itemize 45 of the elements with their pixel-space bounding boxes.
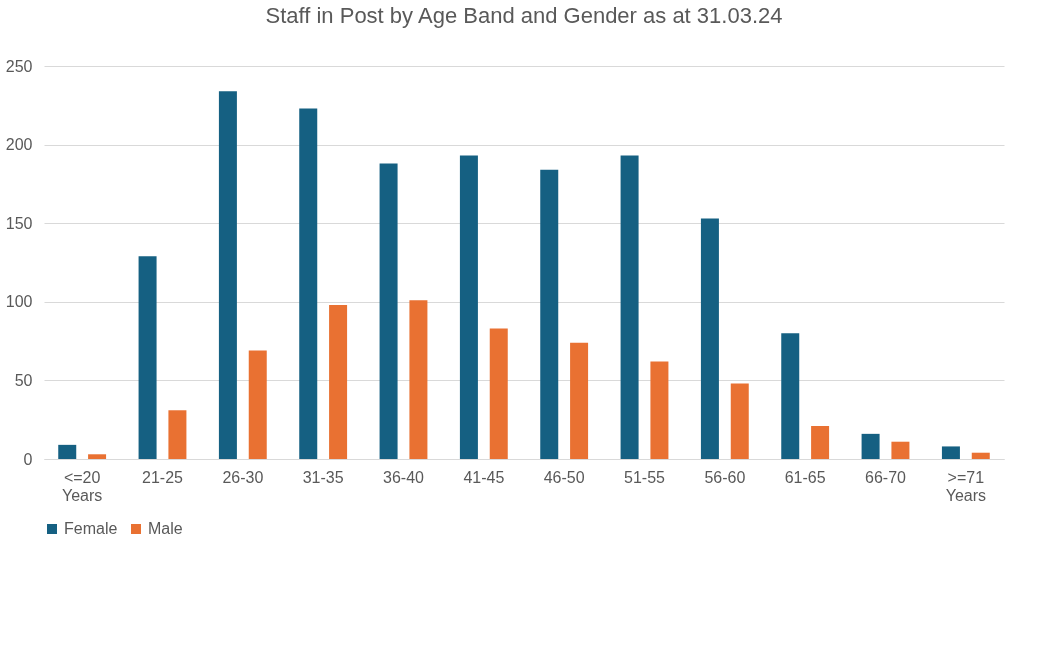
bar (540, 169, 559, 459)
x-tick-label: 41-45 (463, 468, 505, 486)
bar (329, 304, 348, 459)
x-tick-label: 56-60 (704, 468, 746, 486)
legend-label: Female (64, 520, 118, 537)
y-tick-label: 200 (5, 136, 33, 154)
x-tick-label: 66-70 (865, 468, 907, 486)
bar (730, 383, 749, 459)
y-tick-label: 250 (5, 57, 33, 75)
x-tick-label: 26-30 (222, 468, 264, 486)
bar (620, 155, 639, 459)
y-tick-label: 0 (23, 450, 33, 468)
bar (489, 328, 508, 459)
bar (379, 163, 398, 459)
legend-label: Male (148, 520, 183, 537)
bar (811, 425, 830, 459)
bar (88, 454, 107, 459)
y-tick-label: 100 (5, 293, 33, 311)
bar (218, 91, 237, 459)
bar (168, 410, 187, 459)
bar (971, 452, 990, 459)
bar (700, 218, 719, 459)
bar (58, 444, 77, 459)
x-tick-label: 51-55 (624, 468, 666, 486)
chart-title: Staff in Post by Age Band and Gender as at 31.03.24 (265, 3, 783, 28)
bar (861, 433, 880, 459)
bar (570, 342, 589, 459)
x-tick-label: >=71 Years (945, 468, 987, 504)
x-tick-label: 21-25 (142, 468, 184, 486)
bar (459, 155, 478, 459)
x-tick-label: 31-35 (302, 468, 344, 486)
bar (138, 256, 157, 459)
x-tick-label: 36-40 (383, 468, 425, 486)
bar (891, 441, 910, 459)
y-tick-label: 150 (5, 214, 33, 232)
bar (650, 361, 669, 459)
x-tick-label: <=20 Years (61, 468, 103, 504)
x-tick-label: 61-65 (784, 468, 826, 486)
bar (781, 333, 800, 459)
x-tick-label: 46-50 (543, 468, 585, 486)
bar (941, 446, 960, 459)
bar (248, 350, 267, 459)
y-tick-label: 50 (14, 371, 33, 389)
bar (299, 108, 318, 459)
bar (409, 300, 428, 459)
